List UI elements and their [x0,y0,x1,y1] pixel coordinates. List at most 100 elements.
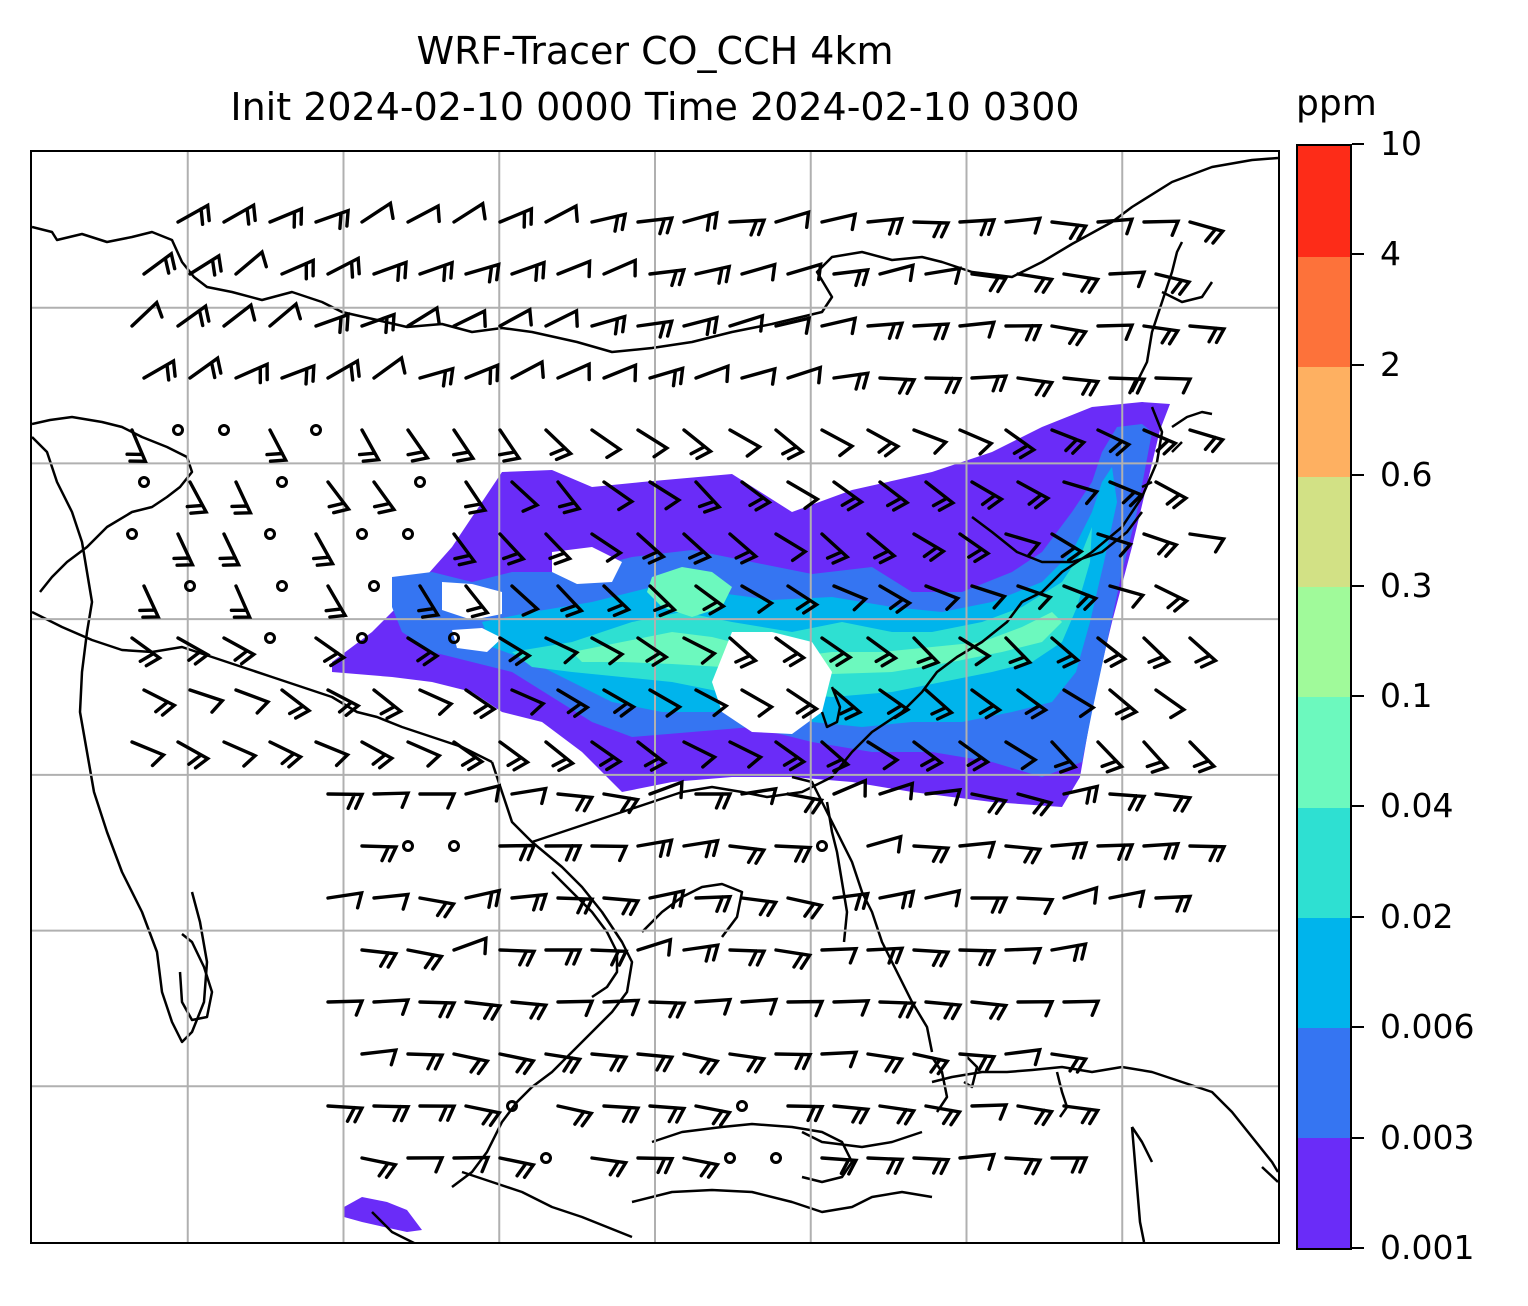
wind-barb [314,208,350,231]
colorbar-segment [1298,586,1350,698]
wind-barb [1050,941,1088,962]
colorbar-unit: ppm [1296,83,1377,124]
wind-barb [912,220,951,239]
wind-barb [1016,376,1055,398]
wind-barb [1062,999,1101,1017]
wind-barb [1142,219,1181,237]
wind-barb-calm [276,580,288,592]
wind-barb [176,303,211,328]
wind-barb [958,320,997,339]
wind-barb [360,844,399,863]
wind-barb [1154,480,1189,510]
chart-title-line1: WRF-Tracer CO_CCH 4km [416,29,894,73]
coastline [963,1056,979,1089]
wind-barb [418,366,455,388]
wind-barb [268,301,302,328]
wind-barb [1188,220,1226,245]
wind-barb [878,688,911,720]
wind-barb [418,1000,457,1019]
wind-barb [820,636,854,667]
wind-barb [602,998,641,1017]
wind-barb [372,260,408,282]
wind-barb [774,844,813,863]
wind-barb [510,892,549,912]
wind-barb [130,299,164,328]
wind-barb [636,428,670,459]
wind-barb [924,1104,963,1127]
wind-barb [510,1000,549,1021]
wind-barb [602,584,632,618]
wind-barb [464,1000,503,1021]
wind-barb [866,216,905,236]
wind-barb [740,584,775,614]
wind-barb [1004,636,1033,670]
wind-barb [510,584,541,617]
wind-barb [832,1104,871,1125]
wind-barb [786,896,825,920]
wind-barb-calm [724,1152,736,1164]
wind-barb [970,272,1009,294]
colorbar-segment [1298,917,1350,1029]
colorbar-tick [1352,915,1364,918]
wind-barb [1096,636,1128,668]
wind-barb [360,1156,399,1179]
wind-barb [510,786,548,806]
wind-barb [694,363,730,384]
wind-barb [728,532,759,565]
wind-barb [970,688,1003,720]
wind-barb [556,361,591,382]
wind-barb [786,1104,825,1123]
wind-barb [786,480,821,510]
coastline [1261,1166,1278,1183]
wind-barb [970,1103,1009,1121]
wind-barb [682,838,720,859]
wind-barb [418,1104,457,1122]
wind-barb [636,216,675,236]
coastline [371,1211,415,1242]
wind-barb [1004,844,1043,865]
wind-barb [912,428,949,455]
wind-barb [958,1052,997,1072]
wind-barb [866,740,901,771]
wind-barb [222,302,257,328]
wind-barb [970,584,1008,610]
coastline [1171,410,1213,429]
wind-barb [832,999,871,1017]
wind-barb [544,740,576,773]
coastline [551,871,619,999]
wind-barb [556,258,592,279]
wind-barb [878,781,915,801]
wind-barb [326,890,364,910]
wind-barb [326,255,361,279]
gridlines [32,152,1278,1242]
wind-barb [406,428,431,463]
wind-barb [786,792,825,815]
wind-barb [878,1000,917,1019]
wind-barb [188,688,226,714]
wind-barb [418,688,455,716]
wind-barb [234,688,271,715]
wind-barb [280,257,315,281]
wind-barb [682,740,718,769]
wind-barb-calm [126,528,138,540]
wind-barb [774,636,807,668]
wind-barb [602,896,641,916]
wind-barb [1050,532,1085,563]
wind-barb [1096,740,1125,774]
wind-barb [268,206,304,229]
coastline [32,415,194,593]
wind-barb [556,480,583,515]
wind-barb [924,584,961,611]
wind-barb [280,363,316,386]
wind-barb-calm [310,424,322,436]
wind-barb [544,636,580,665]
wind-barb [832,480,865,512]
coastline [461,1170,633,1239]
wind-barb [556,584,585,618]
wind-barb [188,355,223,380]
wind-barb [357,428,382,463]
wind-barb [832,778,868,798]
wind-barb [1004,216,1043,235]
wind-barb [1096,428,1132,457]
wind-barb [544,844,583,862]
